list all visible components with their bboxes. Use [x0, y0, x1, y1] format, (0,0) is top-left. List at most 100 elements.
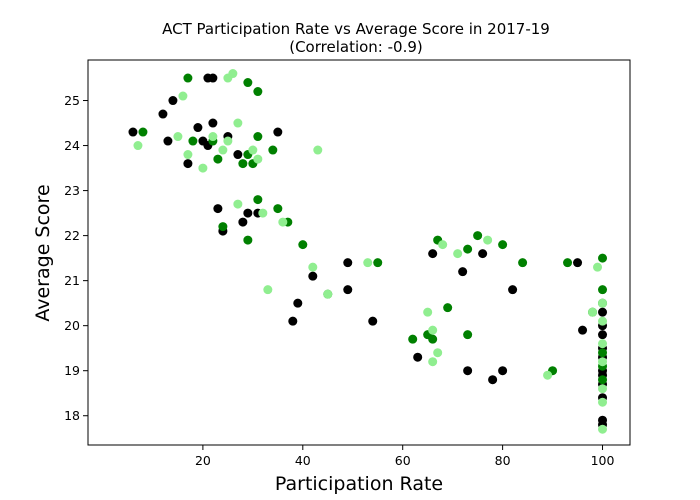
data-point	[253, 87, 263, 97]
data-point	[598, 424, 608, 434]
data-point	[253, 154, 263, 164]
x-axis: 20 40 60 80 100	[195, 445, 615, 468]
x-tick-label: 40	[295, 453, 311, 468]
data-point	[543, 370, 553, 380]
data-point	[598, 348, 608, 358]
data-point	[453, 249, 463, 259]
data-point	[463, 244, 473, 254]
data-point	[293, 298, 303, 308]
data-point	[598, 285, 608, 295]
data-point	[208, 118, 218, 128]
data-point	[233, 118, 243, 128]
data-point	[183, 73, 193, 83]
series-2	[133, 69, 608, 434]
data-point	[178, 91, 188, 101]
data-point	[223, 136, 233, 146]
data-point	[578, 325, 588, 335]
data-point	[368, 316, 378, 326]
data-point	[213, 204, 223, 214]
data-point	[208, 73, 218, 83]
x-axis-label: Participation Rate	[275, 473, 443, 495]
data-point	[423, 307, 433, 317]
y-tick-label: 19	[64, 363, 80, 378]
chart-subtitle: (Correlation: -0.9)	[289, 38, 423, 56]
data-point	[183, 150, 193, 160]
y-tick-label: 22	[64, 228, 80, 243]
data-point	[473, 231, 483, 241]
data-point	[163, 136, 173, 146]
data-point	[598, 375, 608, 385]
data-point	[198, 163, 208, 173]
data-point	[213, 154, 223, 164]
data-point	[183, 159, 193, 169]
data-point	[138, 127, 148, 137]
data-point	[588, 307, 598, 317]
data-point	[463, 366, 473, 376]
data-point	[243, 208, 253, 218]
data-point	[438, 240, 448, 250]
data-point	[128, 127, 138, 137]
data-point	[428, 357, 438, 367]
data-point	[173, 132, 183, 142]
y-axis-label: Average Score	[32, 184, 54, 321]
data-point	[458, 267, 468, 277]
y-tick-label: 25	[64, 93, 80, 108]
data-point	[498, 240, 508, 250]
data-point	[288, 316, 298, 326]
y-tick-label: 18	[64, 408, 80, 423]
data-point	[233, 199, 243, 209]
data-point	[238, 159, 248, 169]
data-point	[598, 253, 608, 263]
data-point	[598, 307, 608, 317]
x-tick-label: 100	[591, 453, 615, 468]
data-point	[598, 316, 608, 326]
data-point	[273, 204, 283, 214]
data-point	[323, 289, 333, 299]
data-point	[428, 249, 438, 259]
x-tick-label: 60	[395, 453, 411, 468]
data-point	[408, 334, 418, 344]
data-point	[343, 285, 353, 295]
x-tick-label: 80	[495, 453, 511, 468]
data-point	[158, 109, 168, 119]
data-point	[343, 258, 353, 268]
data-point	[268, 145, 278, 155]
chart-title: ACT Participation Rate vs Average Score …	[162, 20, 550, 38]
data-point	[508, 285, 518, 295]
y-tick-label: 20	[64, 318, 80, 333]
data-point	[498, 366, 508, 376]
data-point	[598, 298, 608, 308]
data-point	[428, 325, 438, 335]
data-point	[483, 235, 493, 245]
data-point	[598, 330, 608, 340]
data-point	[218, 145, 228, 155]
data-point	[598, 384, 608, 394]
series-1	[138, 73, 608, 385]
data-point	[363, 258, 373, 268]
plot-area	[87, 59, 631, 446]
data-point	[463, 330, 473, 340]
data-point	[188, 136, 198, 146]
data-point	[443, 303, 453, 313]
data-point	[238, 217, 248, 227]
data-point	[253, 132, 263, 142]
data-point	[258, 208, 268, 218]
data-point	[278, 217, 288, 227]
data-point	[218, 222, 228, 232]
y-tick-label: 23	[64, 183, 80, 198]
data-point	[308, 262, 318, 272]
data-point	[478, 249, 488, 259]
x-tick-label: 20	[195, 453, 211, 468]
series-0	[128, 73, 608, 430]
data-point	[228, 69, 238, 79]
data-point	[573, 258, 583, 268]
data-point	[433, 348, 443, 358]
data-point	[598, 397, 608, 407]
data-point	[563, 258, 573, 268]
data-point	[263, 285, 273, 295]
data-point	[233, 150, 243, 160]
data-point	[243, 78, 253, 88]
data-point	[168, 96, 178, 106]
